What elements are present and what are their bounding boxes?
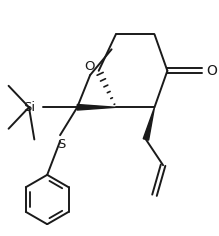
Text: O: O xyxy=(207,64,217,78)
Polygon shape xyxy=(143,107,154,140)
Text: O: O xyxy=(84,59,94,72)
Polygon shape xyxy=(77,105,116,110)
Text: S: S xyxy=(57,138,65,151)
Text: Si: Si xyxy=(23,101,35,114)
